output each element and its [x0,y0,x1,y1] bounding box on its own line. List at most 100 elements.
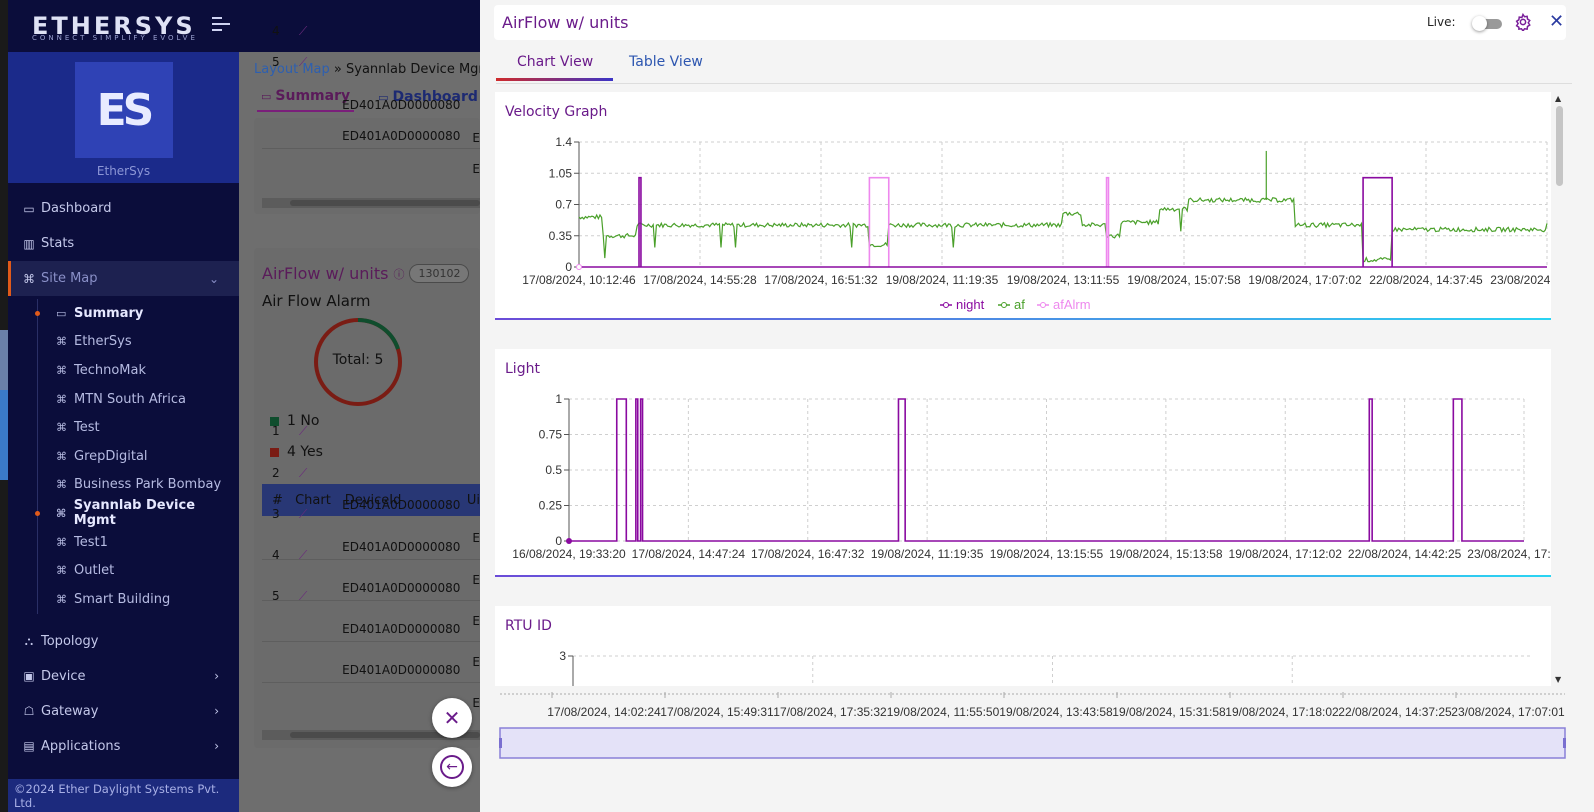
range-label: 19/08/2024, 13:43:58 [999,705,1113,719]
info-icon[interactable]: ⓘ [393,267,405,281]
chart-icon[interactable]: ⟋ [298,465,308,480]
device-id: ED401A0D0000080 [342,580,461,595]
sitemap-label: Test [74,420,100,436]
close-fab-button[interactable]: ✕ [432,698,472,738]
range-label: 19/08/2024, 17:18:02 [1225,705,1339,719]
nav-topology[interactable]: ⛬ Topology [8,624,239,659]
y-tick-label: 0.25 [539,499,563,513]
x-tick-label: 17/08/2024, 16:47:32 [751,547,865,561]
nav-stats[interactable]: ▥ Stats [8,226,239,261]
y-tick-label: 0.35 [549,229,573,243]
x-tick-label: 19/08/2024, 13:15:55 [990,547,1104,561]
x-tick-label: 17/08/2024, 14:55:28 [643,273,757,287]
table-row: 1 ⟋ ED401A0D0000080 E [262,424,480,558]
chart-icon[interactable]: ⟋ [298,424,308,438]
range-handle-left [499,738,502,748]
nav-label: Site Map [41,271,98,286]
dashboard-icon: ▭ [378,90,389,104]
chart-icon[interactable]: ⟋ [298,24,308,38]
nav-dashboard[interactable]: ▭ Dashboard [8,191,239,226]
horizontal-scrollbar[interactable] [262,730,480,740]
sitemap-item-smart-building[interactable]: ⌘ Smart Building [8,584,239,614]
chart-icon[interactable]: ⟋ [298,588,308,603]
row-number: 1 [272,424,280,438]
logo: ETHERSYS [32,12,196,40]
breadcrumb-link[interactable]: Layout Map [254,62,330,77]
series-afalrm-window [1362,176,1393,267]
sitemap-item-grepdigital[interactable]: ⌘ GrepDigital [8,441,239,471]
tab-label: Summary [275,88,351,104]
nav-sitemap[interactable]: ⌘ Site Map ⌄ [8,261,239,296]
close-icon[interactable]: ✕ [1549,11,1565,32]
tab-table-view[interactable]: Table View [629,54,703,70]
sitemap-item-test[interactable]: ⌘ Test [8,413,239,442]
live-toggle[interactable] [1472,16,1502,31]
chevron-right-icon: › [214,739,219,754]
sitemap-item-test1[interactable]: ⌘ Test1 [8,527,239,557]
range-selector[interactable]: 17/08/2024, 14:02:24 17/08/2024, 15:49:31… [480,686,1594,766]
stats-icon: ▥ [23,236,35,251]
tab-chart-view[interactable]: Chart View [496,54,614,81]
panel-header: AirFlow w/ units Live: ✕ [494,5,1566,40]
row-cell: E [472,131,480,145]
sitemap-item-ethersys[interactable]: ⌘ EtherSys [8,327,239,357]
row-number: 5 [272,588,280,603]
sitemap-icon: ⌘ [56,564,67,578]
sitemap-item-outlet[interactable]: ⌘ Outlet [8,556,239,585]
row-number: 4 [272,24,280,38]
series-light-line [569,398,1524,542]
row-cell: E [472,613,480,628]
avatar: ES [74,62,173,158]
legend-label: night [956,297,985,312]
nav-gateway[interactable]: ☖ Gateway › [8,694,239,729]
chart-title: Velocity Graph [505,104,608,120]
nav-device[interactable]: ▣ Device › [8,659,239,694]
chart-icon[interactable]: ⟋ [298,506,308,521]
series-af-line [578,196,1548,263]
sitemap-icon: ⌘ [56,592,67,606]
chart-icon[interactable]: ⟋ [298,547,308,562]
nav-label: Topology [41,633,99,649]
row-cell: E [472,572,480,587]
row-cell: E [472,654,480,669]
tagline: CONNECT SIMPLIFY EVOLVE [32,34,198,42]
chevron-down-icon: ⌄ [208,271,219,286]
nav-label: Device [41,668,86,684]
horizontal-scrollbar[interactable] [262,198,480,208]
series-start-point [566,538,572,544]
sitemap-label: MTN South Africa [74,391,187,407]
x-tick-label: 19/08/2024, 17:07:02 [1248,273,1362,287]
nav-applications[interactable]: ▤ Applications › [8,729,239,764]
hamburger-icon[interactable] [212,17,230,31]
footer-copyright: ©2024 Ether Daylight Systems Pvt. Ltd. [8,779,239,812]
vertical-scrollbar[interactable]: ▲ ▼ [1555,94,1563,684]
breadcrumb-current: Syannlab Device Mgmt - [346,62,506,77]
range-label: 17/08/2024, 17:35:32 [773,705,887,719]
sitemap-item-mtn[interactable]: ⌘ MTN South Africa [8,384,239,414]
close-icon: ✕ [443,706,461,730]
table-row: 3 ⟋ ED401A0D0000080 E [262,507,480,640]
summary-icon: ▭ [261,89,272,103]
tab-dashboard[interactable]: ▭ Dashboard [374,88,482,112]
breadcrumb-separator: » [333,62,342,77]
sitemap-label: Syannlab Device Mgmt [73,498,196,529]
row-cell: E [472,695,480,710]
donut-total: Total: 5 [332,352,384,368]
device-id: ED401A0D0000080 [342,128,461,143]
rtu-chart: 3 [559,649,1532,686]
x-tick-label: 16/08/2024, 19:33:20 [512,547,626,561]
panel-title: AirFlow w/ units [502,13,629,32]
device-id: ED401A0D0000080 [342,539,461,554]
sitemap-item-technomak[interactable]: ⌘ TechnoMak [8,356,239,385]
chart-icon[interactable]: ⟋ [298,54,308,69]
sitemap-item-summary[interactable]: ▭ Summary [8,299,239,328]
sitemap-item-business-park[interactable]: ⌘ Business Park Bombay [8,470,239,500]
back-fab-button[interactable]: ← [432,747,472,787]
col-header: DeviceId [344,492,402,508]
gear-icon[interactable] [1514,13,1532,31]
sitemap-label: Test1 [74,534,108,550]
tab-summary[interactable]: ▭ Summary [257,88,355,112]
breadcrumb: Layout Map » Syannlab Device Mgmt - [254,62,505,77]
light-chart-card: Light 0 0.25 0.5 0.75 1 16/08/2024, 19:33:20 1… [495,349,1551,577]
sitemap-item-syannlab[interactable]: ⌘ Syannlab Device Mgmt [8,498,239,529]
